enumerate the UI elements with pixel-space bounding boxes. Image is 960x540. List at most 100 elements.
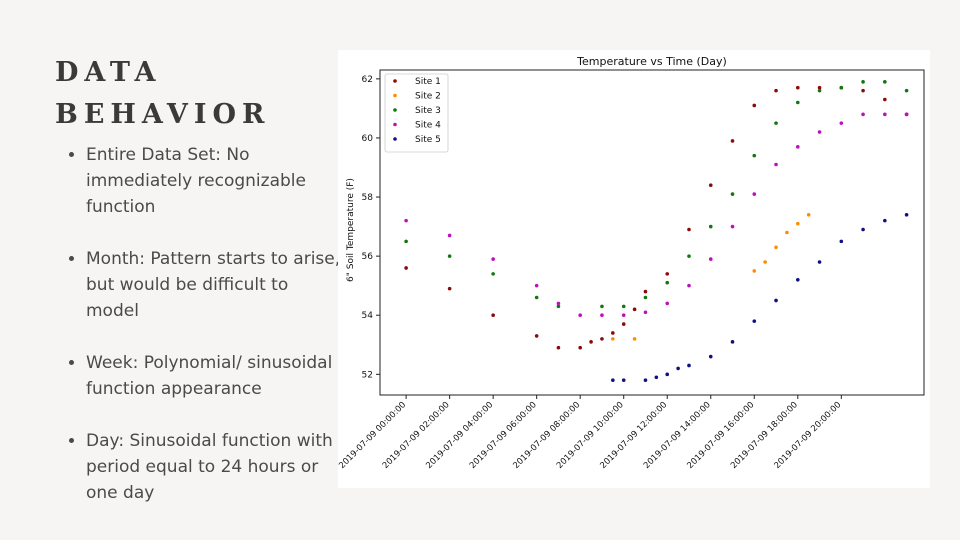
data-point bbox=[621, 313, 626, 318]
data-point bbox=[600, 313, 604, 318]
y-axis: 52 54 56 58 60 62 bbox=[362, 75, 380, 380]
data-point bbox=[817, 88, 822, 93]
data-point bbox=[861, 112, 865, 117]
data-point bbox=[600, 304, 604, 309]
data-point bbox=[752, 153, 757, 158]
data-point bbox=[447, 233, 452, 238]
data-point bbox=[621, 322, 626, 326]
bullet-item: Day: Sinusoidal function with period equ… bbox=[86, 428, 341, 506]
data-point bbox=[795, 100, 800, 105]
data-point bbox=[534, 295, 539, 300]
data-point bbox=[817, 130, 822, 134]
data-point bbox=[817, 85, 822, 90]
data-point bbox=[556, 301, 561, 306]
slide-title-line2: BEHAVIOR bbox=[55, 99, 271, 130]
data-point bbox=[611, 331, 615, 335]
legend-marker bbox=[393, 122, 397, 127]
data-point bbox=[447, 254, 452, 258]
bullet-item: Entire Data Set: No immediately recogniz… bbox=[86, 142, 341, 220]
data-point bbox=[883, 218, 887, 223]
data-point bbox=[730, 192, 735, 196]
data-point bbox=[632, 307, 637, 312]
data-point bbox=[556, 304, 561, 309]
data-point bbox=[883, 80, 887, 84]
y-tick-label: 56 bbox=[362, 252, 374, 262]
data-point bbox=[708, 257, 713, 261]
y-tick-label: 52 bbox=[362, 370, 373, 380]
data-point bbox=[534, 334, 539, 338]
y-tick-label: 54 bbox=[362, 311, 374, 321]
data-point bbox=[491, 257, 495, 261]
data-point bbox=[665, 280, 670, 285]
data-point bbox=[839, 239, 844, 244]
data-point bbox=[621, 304, 626, 309]
data-point bbox=[883, 112, 887, 117]
legend-label: Site 2 bbox=[415, 92, 441, 102]
y-tick-label: 58 bbox=[362, 193, 374, 203]
data-point bbox=[600, 337, 604, 341]
data-point bbox=[621, 378, 626, 383]
y-axis-label: 6" Soil Temperature (F) bbox=[346, 178, 356, 282]
data-point bbox=[665, 301, 670, 306]
data-points bbox=[404, 80, 909, 383]
data-point bbox=[491, 272, 495, 276]
data-point bbox=[556, 345, 561, 350]
data-point bbox=[687, 363, 691, 368]
data-point bbox=[611, 337, 615, 341]
data-point bbox=[861, 227, 865, 232]
legend-label: Site 1 bbox=[415, 77, 441, 87]
data-point bbox=[795, 145, 800, 149]
data-point bbox=[883, 97, 887, 102]
data-point bbox=[643, 295, 648, 300]
legend-label: Site 3 bbox=[415, 106, 441, 116]
data-point bbox=[774, 245, 778, 250]
data-point bbox=[795, 85, 800, 90]
data-point bbox=[785, 230, 789, 235]
bullet-list: Entire Data Set: No immediately recogniz… bbox=[62, 142, 341, 532]
legend-marker bbox=[393, 137, 397, 141]
data-point bbox=[404, 239, 408, 244]
y-tick-label: 62 bbox=[362, 75, 373, 85]
slide-title-line1: DATA bbox=[55, 57, 162, 88]
plot-frame bbox=[379, 69, 925, 396]
data-point bbox=[708, 354, 713, 359]
data-point bbox=[904, 212, 909, 217]
data-point bbox=[491, 313, 495, 318]
bullet-item: Week: Polynomial/ sinusoidal function ap… bbox=[86, 350, 341, 402]
legend: Site 1 Site 2 Site 3 Site 4 Site 5 bbox=[384, 73, 449, 153]
data-point bbox=[665, 272, 670, 276]
data-point bbox=[774, 298, 778, 303]
data-point bbox=[861, 88, 865, 93]
slide-title: DATA BEHAVIOR bbox=[55, 52, 270, 136]
data-point bbox=[676, 366, 680, 371]
data-point bbox=[774, 162, 778, 167]
data-point bbox=[534, 283, 539, 288]
data-point bbox=[404, 266, 408, 270]
legend-marker bbox=[393, 108, 397, 112]
data-point bbox=[578, 313, 582, 318]
data-point bbox=[774, 88, 778, 93]
scatter-chart: Temperature vs Time (Day) 6" Soil Temper… bbox=[338, 55, 925, 471]
data-point bbox=[752, 103, 757, 108]
data-point bbox=[665, 372, 670, 377]
data-point bbox=[730, 224, 735, 229]
data-point bbox=[806, 212, 811, 217]
y-tick-label: 60 bbox=[362, 134, 374, 144]
legend-box bbox=[384, 73, 449, 153]
chart-panel: Temperature vs Time (Day) 6" Soil Temper… bbox=[338, 50, 930, 488]
data-point bbox=[839, 121, 844, 125]
data-point bbox=[752, 269, 757, 273]
chart-title: Temperature vs Time (Day) bbox=[576, 55, 727, 68]
data-point bbox=[763, 260, 767, 264]
legend-marker bbox=[393, 79, 397, 83]
data-point bbox=[708, 224, 713, 229]
data-point bbox=[861, 80, 865, 84]
data-point bbox=[404, 218, 408, 223]
data-point bbox=[654, 375, 659, 380]
data-point bbox=[643, 378, 648, 383]
data-point bbox=[632, 337, 637, 341]
data-point bbox=[730, 139, 735, 143]
data-point bbox=[687, 283, 691, 288]
bullet-item: Month: Pattern starts to arise, but woul… bbox=[86, 246, 341, 324]
data-point bbox=[708, 183, 713, 188]
